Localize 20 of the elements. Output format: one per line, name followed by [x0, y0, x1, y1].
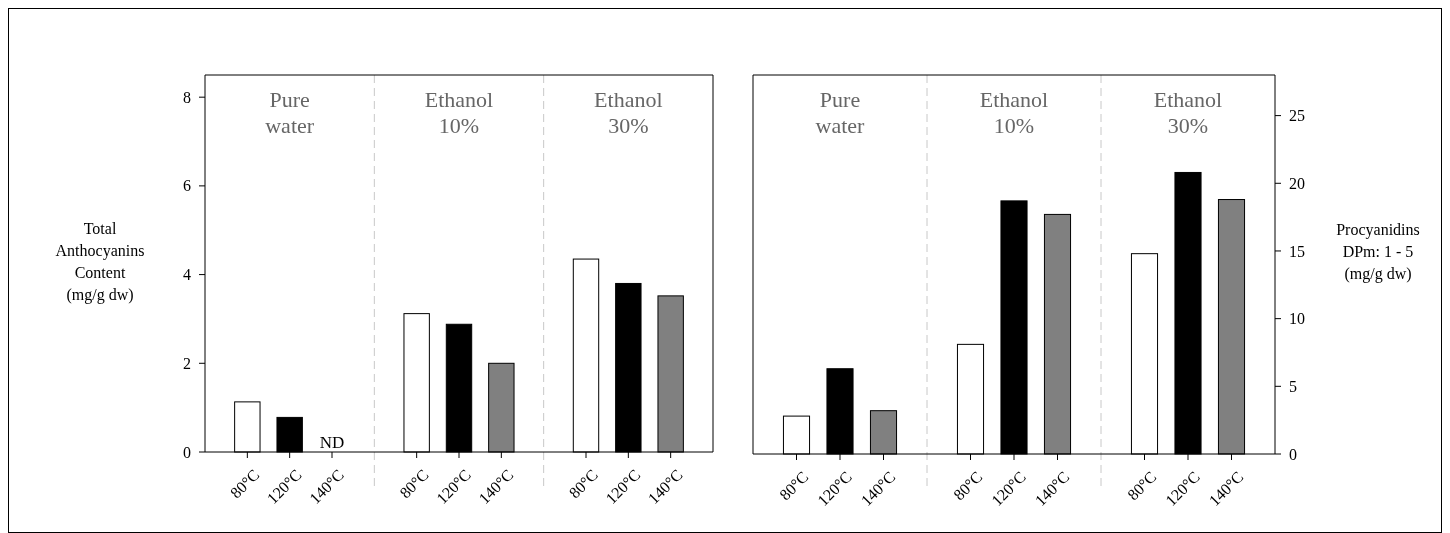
- y2-tick-label: 15: [1289, 242, 1305, 260]
- y2-tick-label: 5: [1289, 377, 1297, 395]
- y2-tick-label: 25: [1289, 107, 1305, 125]
- annotation: Ethanol 10%: [424, 87, 494, 138]
- annotation: Pure water: [815, 87, 866, 138]
- annotation: Ethanol 30%: [594, 87, 663, 138]
- annotation: Pure water: [265, 87, 315, 138]
- y2-tick-label: 20: [1289, 174, 1305, 192]
- y-axis-title: Total Anthocyanins Content (mg/g dw): [55, 219, 145, 304]
- y-tick-label: 4: [183, 266, 191, 284]
- annotation: Ethanol 30%: [1153, 87, 1223, 138]
- y-tick-label: 6: [183, 177, 191, 195]
- y2-tick-label: 10: [1289, 310, 1305, 328]
- y-tick-label: 2: [183, 354, 191, 372]
- y2-axis-title: Procyanidins DPm: 1 - 5 (mg/g dw): [1336, 220, 1420, 283]
- y-tick-label: 8: [183, 88, 191, 106]
- y-tick-label: 0: [183, 443, 191, 461]
- annotation: Ethanol 10%: [979, 87, 1049, 138]
- y2-tick-label: 0: [1289, 445, 1297, 463]
- text: ND: [319, 433, 345, 452]
